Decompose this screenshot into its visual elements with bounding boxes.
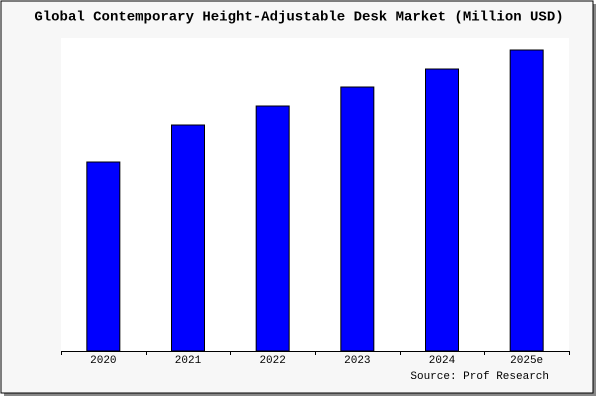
x-tick-label: 2023 [344, 355, 370, 367]
x-tick-label: 2020 [90, 355, 116, 367]
bar [509, 49, 544, 352]
x-tick-label: 2021 [175, 355, 202, 367]
plot-area [61, 38, 569, 351]
bar [340, 86, 375, 352]
x-tick-label: 2022 [259, 355, 285, 367]
bar [255, 105, 290, 352]
x-tick-label: 2025e [510, 355, 543, 367]
bar [425, 68, 459, 352]
x-tick-label: 2024 [429, 355, 456, 367]
bar [86, 161, 121, 352]
chart-title: Global Contemporary Height-Adjustable De… [34, 10, 563, 26]
source-note: Source: Prof Research [410, 371, 549, 383]
bar [171, 124, 205, 352]
